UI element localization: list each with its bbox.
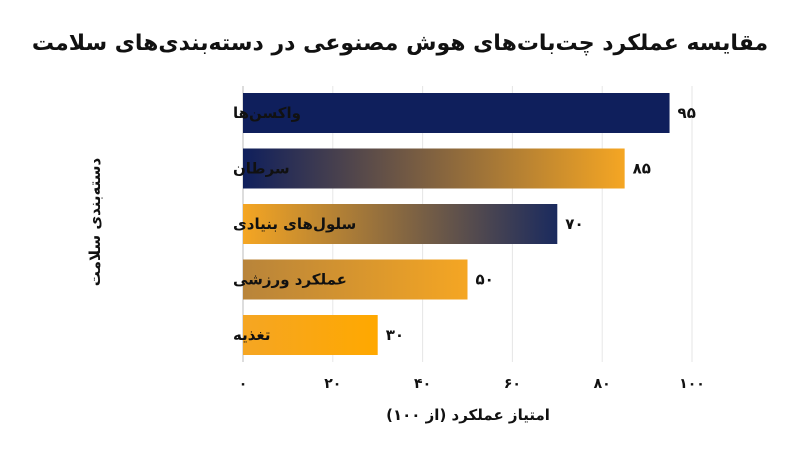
category-label: سرطان [233,160,290,178]
x-tick-label: ۶۰ [504,376,521,392]
category-label: تغذیه [233,326,271,344]
x-tick-label: ۰ [239,376,248,392]
bar-3 [243,204,558,244]
x-axis-title: امتیاز عملکرد (از ۱۰۰) [386,406,550,424]
value-label: ۳۰ [386,326,404,344]
x-axis-ticks: ۰ ۲۰ ۴۰ ۶۰ ۸۰ ۱۰۰ [239,376,705,392]
value-label: ۹۵ [678,104,696,122]
value-label: ۸۵ [633,160,651,178]
bar-2 [243,148,625,189]
category-label: واکسن‌ها [233,104,301,122]
value-label: ۷۰ [565,215,583,233]
bar-1 [243,93,670,133]
category-label: سلول‌های بنیادی [233,215,356,233]
y-axis-title: دسته‌بندی سلامت [86,158,104,287]
bars: واکسن‌ها ۹۵ سرطان ۸۵ سلول‌های بنیادی ۷۰ عملکرد… [233,93,696,355]
value-label: ۵۰ [476,271,494,289]
x-tick-label: ۲۰ [324,376,341,392]
bar-5 [243,315,378,355]
category-label: عملکرد ورزشی [233,271,347,289]
x-tick-label: ۸۰ [594,376,611,392]
x-tick-label: ۱۰۰ [679,376,705,392]
bar-4 [243,259,468,300]
chart-title: مقایسه عملکرد چت‌بات‌های هوش مصنوعی در د… [32,31,768,56]
x-tick-label: ۴۰ [414,376,431,392]
